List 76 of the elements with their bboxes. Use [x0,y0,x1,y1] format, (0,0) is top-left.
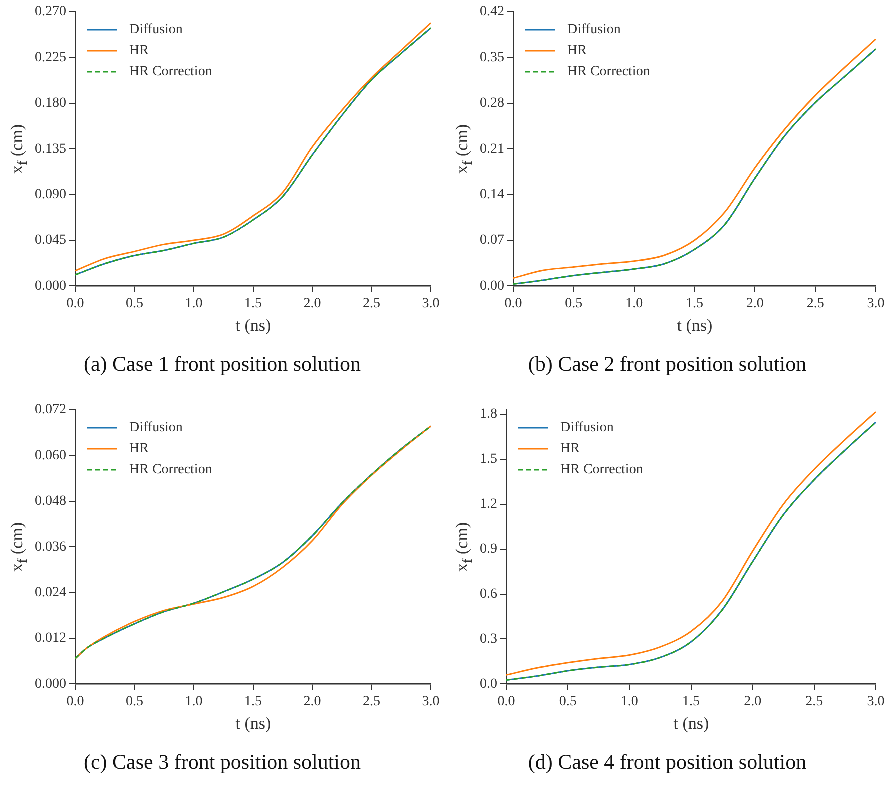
text: (a) Case 1 front position solution [82,352,362,377]
legend-label: Diffusion [560,420,614,436]
x-tick-label: 1.5 [686,296,704,312]
y-tick-label: 1.5 [480,452,498,468]
legend-label: HR [130,442,150,457]
x-tick-label: 2.5 [363,694,380,710]
y-tick-label: 0.42 [480,4,504,20]
x-axis-title: t (ns) [236,316,272,336]
y-tick-label: 0.180 [35,96,66,112]
legend-label: Diffusion [568,22,621,38]
legend-label: HR Correction [130,64,212,80]
y-tick-label: 0.090 [35,187,66,202]
y-tick-label: 0.000 [35,278,66,294]
x-tick-label: 3.0 [867,296,885,312]
legend-label: HR [130,44,150,59]
x-tick-label: 2.0 [746,296,764,312]
x-tick-label: 0.5 [565,296,583,312]
x-axis-title: t (ns) [677,316,713,336]
x-tick-label: 0.0 [66,694,84,710]
x-tick-label: 2.5 [363,296,380,312]
legend-label: HR [560,442,581,457]
y-tick-label: 0.045 [35,233,66,248]
y-tick-label: 0.024 [35,585,66,600]
y-tick-label: 1.8 [480,407,498,422]
y-tick-label: 0.060 [35,448,66,464]
x-tick-label: 0.5 [126,296,144,312]
y-tick-label: 0.135 [35,142,66,157]
x-tick-label: 2.5 [806,694,824,710]
y-tick-label: 0.3 [480,632,498,647]
x-tick-label: 2.0 [744,694,762,710]
legend-label: HR Correction [130,462,212,478]
x-tick-label: 1.5 [244,694,262,710]
y-tick-label: 0.9 [480,542,498,558]
y-tick-label: 0.14 [480,187,504,202]
y-tick-label: 0.036 [35,540,66,555]
x-tick-label: 0.5 [126,694,144,710]
text: (b) Case 2 front position solution [527,352,808,377]
legend-label: HR Correction [560,462,644,478]
y-tick-label: 0.28 [480,96,504,112]
x-tick-label: 1.0 [185,694,203,710]
text: (d) Case 4 front position solution [527,750,808,775]
y-tick-label: 1.2 [480,497,498,512]
y-tick-label: 0.270 [35,4,66,20]
y-tick-label: 0.6 [480,586,498,602]
x-tick-label: 3.0 [422,694,440,710]
x-tick-label: 1.5 [244,296,262,312]
x-tick-label: 1.0 [185,296,203,312]
x-tick-label: 3.0 [422,296,440,312]
y-tick-label: 0.0 [480,676,498,692]
x-tick-label: 0.5 [559,694,577,710]
y-tick-label: 0.225 [35,50,66,66]
x-tick-label: 1.0 [620,694,638,710]
legend-label: Diffusion [130,420,183,436]
x-tick-label: 2.0 [304,694,322,710]
x-tick-label: 0.0 [504,296,522,312]
text: (c) Case 3 front position solution [82,750,362,775]
y-tick-label: 0.012 [35,631,66,646]
legend-label: HR Correction [568,64,650,80]
x-axis-title: t (ns) [674,714,710,734]
legend-label: HR [568,44,588,59]
y-tick-label: 0.048 [35,494,66,510]
y-tick-label: 0.072 [35,402,66,418]
legend-label: Diffusion [130,22,183,38]
x-tick-label: 1.0 [626,296,644,312]
x-tick-label: 0.0 [66,296,84,312]
x-tick-label: 2.5 [806,296,824,312]
y-tick-label: 0.07 [480,233,504,248]
y-tick-label: 0.00 [480,278,504,294]
y-tick-label: 0.35 [480,50,504,66]
x-tick-label: 1.5 [682,694,700,710]
y-tick-label: 0.21 [480,142,504,157]
x-axis-title: t (ns) [236,714,272,734]
x-tick-label: 2.0 [304,296,322,312]
y-tick-label: 0.000 [35,676,66,692]
x-tick-label: 0.0 [498,694,516,710]
x-tick-label: 3.0 [867,694,885,710]
